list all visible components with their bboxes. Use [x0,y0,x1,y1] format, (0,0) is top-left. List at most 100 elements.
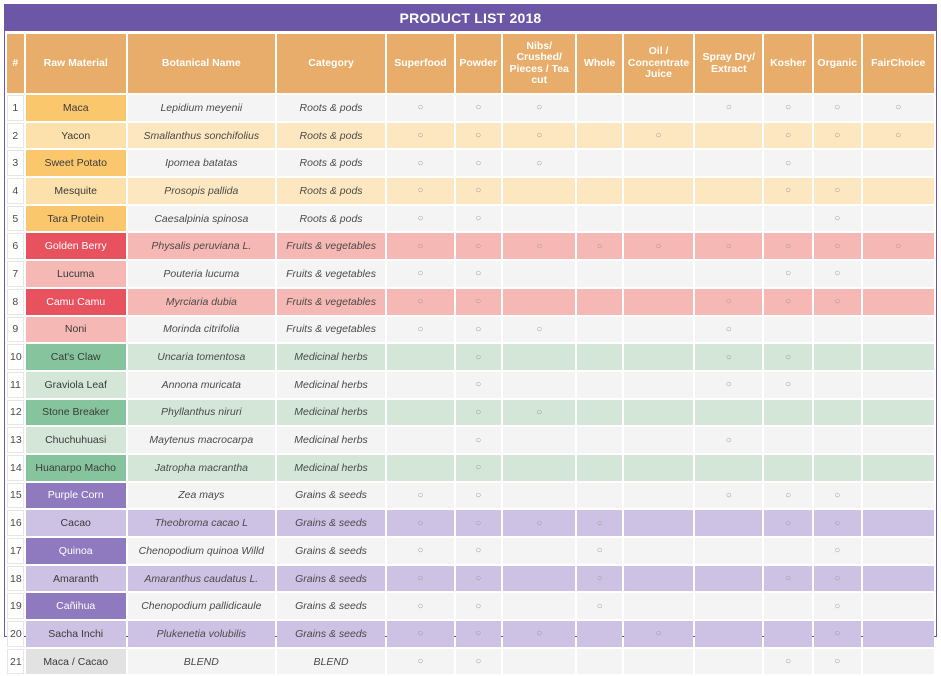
availability-cell-oil-concentrate: ○ [623,122,694,149]
availability-cell-organic: ○ [813,288,861,315]
availability-mark: ○ [834,656,841,668]
availability-cell-spray-dry: ○ [695,482,763,509]
availability-mark: ○ [475,545,482,557]
availability-cell-oil-concentrate [623,427,694,453]
availability-mark: ○ [655,130,662,142]
availability-cell-spray-dry [695,510,763,536]
category-cell: Medicinal herbs [276,399,386,426]
row-number: 9 [7,316,24,343]
availability-cell-kosher: ○ [764,344,812,370]
availability-cell-spray-dry [695,593,763,620]
botanical-name-cell: Jatropha macrantha [127,454,275,481]
availability-cell-powder: ○ [455,399,502,426]
availability-cell-nibs-crushed: ○ [503,399,576,426]
raw-material-cell: Huanarpo Macho [25,454,126,481]
availability-cell-nibs-crushed [503,205,576,232]
availability-mark: ○ [785,185,792,197]
availability-mark: ○ [475,130,482,142]
availability-cell-spray-dry [695,122,763,149]
availability-cell-organic [813,427,861,453]
botanical-name-cell: Phyllanthus niruri [127,399,275,426]
availability-cell-powder: ○ [455,233,502,260]
availability-mark: ○ [417,102,424,114]
raw-material-cell: Lucuma [25,261,126,287]
availability-mark: ○ [475,102,482,114]
table-row: 10 Cat's Claw Uncaria tomentosa Medicinal h… [7,344,934,370]
availability-cell-nibs-crushed [503,648,576,675]
availability-cell-organic: ○ [813,510,861,536]
raw-material-cell: Chuchuhuasi [25,427,126,453]
category-cell: BLEND [276,648,386,675]
availability-cell-organic: ○ [813,565,861,592]
table-row: 18 Amaranth Amaranthus caudatus L. Grains &… [7,565,934,592]
product-table: # Raw Material Botanical Name Category Super… [5,32,936,676]
availability-mark: ○ [475,517,482,529]
availability-cell-fairchoice [862,205,934,232]
availability-cell-nibs-crushed [503,538,576,564]
availability-cell-spray-dry [695,399,763,426]
availability-mark: ○ [475,656,482,668]
availability-cell-superfood: ○ [387,150,454,177]
row-number: 20 [7,621,24,647]
table-row: 8 Camu Camu Myrciaria dubia Fruits & vegeta… [7,288,934,315]
availability-mark: ○ [417,268,424,280]
availability-cell-oil-concentrate [623,150,694,177]
availability-mark: ○ [475,600,482,612]
availability-cell-kosher [764,621,812,647]
availability-mark: ○ [475,462,482,474]
availability-mark: ○ [475,406,482,418]
availability-cell-powder: ○ [455,565,502,592]
availability-cell-superfood [387,399,454,426]
availability-mark: ○ [417,213,424,225]
availability-mark: ○ [785,102,792,114]
category-cell: Fruits & vegetables [276,233,386,260]
raw-material-cell: Maca [25,95,126,121]
table-row: 4 Mesquite Prosopis pallida Roots & pods ○ ○ ○… [7,178,934,204]
availability-mark: ○ [417,240,424,252]
table-row: 16 Cacao Theobroma cacao L Grains & seeds ○ ○… [7,510,934,536]
availability-cell-nibs-crushed: ○ [503,233,576,260]
table-row: 9 Noni Morinda citrifolia Fruits & vegetabl… [7,316,934,343]
availability-cell-whole [577,261,622,287]
availability-cell-powder: ○ [455,427,502,453]
category-cell: Grains & seeds [276,621,386,647]
availability-cell-superfood: ○ [387,178,454,204]
availability-cell-whole [577,150,622,177]
availability-cell-spray-dry: ○ [695,316,763,343]
availability-cell-kosher: ○ [764,178,812,204]
availability-cell-oil-concentrate [623,565,694,592]
raw-material-cell: Golden Berry [25,233,126,260]
availability-mark: ○ [895,102,902,114]
availability-cell-superfood [387,454,454,481]
availability-cell-spray-dry [695,150,763,177]
availability-mark: ○ [785,489,792,501]
availability-cell-superfood: ○ [387,482,454,509]
availability-mark: ○ [475,351,482,363]
raw-material-cell: Cacao [25,510,126,536]
availability-cell-fairchoice [862,593,934,620]
raw-material-cell: Quinoa [25,538,126,564]
botanical-name-cell: Morinda citrifolia [127,316,275,343]
availability-cell-nibs-crushed [503,427,576,453]
raw-material-cell: Stone Breaker [25,399,126,426]
table-row: 1 Maca Lepidium meyenii Roots & pods ○ ○ ○ ○ ○ ○ ○ [7,95,934,121]
availability-cell-oil-concentrate [623,648,694,675]
table-row: 15 Purple Corn Zea mays Grains & seeds ○ ○ ○ ○ ○ [7,482,934,509]
availability-mark: ○ [834,296,841,308]
column-header-powder: Powder [455,34,502,93]
availability-cell-fairchoice [862,178,934,204]
category-cell: Roots & pods [276,205,386,232]
availability-cell-organic: ○ [813,261,861,287]
availability-cell-powder: ○ [455,95,502,121]
availability-cell-nibs-crushed: ○ [503,510,576,536]
availability-cell-oil-concentrate [623,178,694,204]
availability-cell-whole [577,621,622,647]
availability-mark: ○ [417,130,424,142]
row-number: 12 [7,399,24,426]
botanical-name-cell: BLEND [127,648,275,675]
availability-cell-oil-concentrate [623,538,694,564]
availability-mark: ○ [785,268,792,280]
availability-cell-spray-dry [695,205,763,232]
availability-cell-fairchoice [862,427,934,453]
product-list-frame: PRODUCT LIST 2018 # Raw Material Botanical… [4,4,937,675]
